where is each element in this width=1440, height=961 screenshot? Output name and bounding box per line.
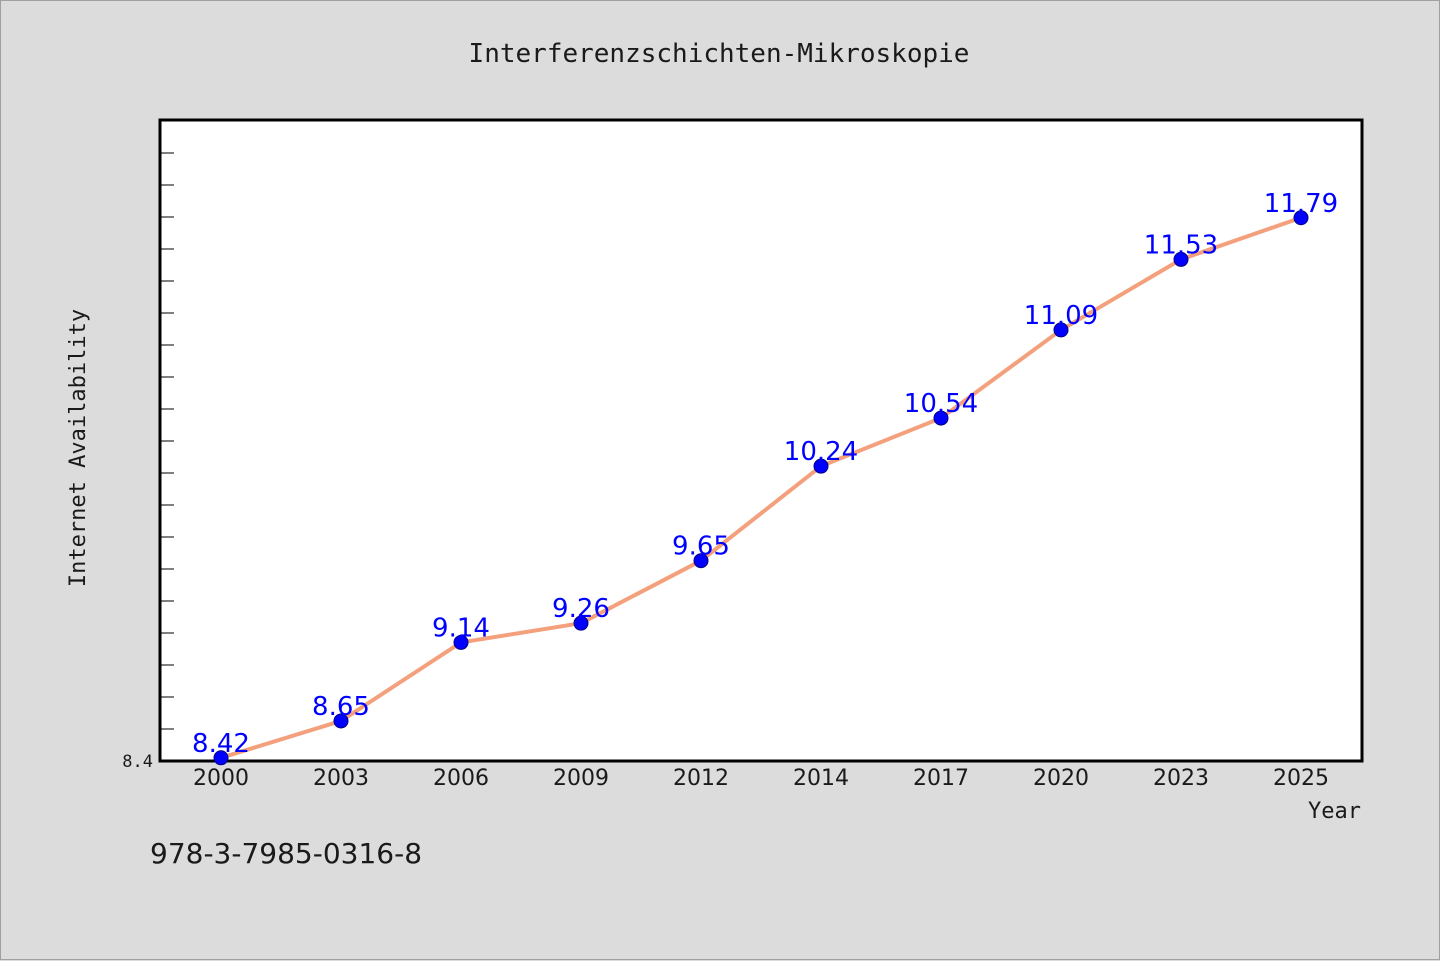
x-tick-label: 2020 bbox=[1033, 766, 1089, 791]
data-point bbox=[933, 410, 949, 426]
plot-area bbox=[160, 120, 1362, 761]
y-minor-ticks bbox=[160, 152, 174, 730]
series-line bbox=[219, 215, 1303, 760]
data-label: 10.24 bbox=[784, 437, 858, 467]
data-point bbox=[213, 750, 229, 766]
x-tick-label: 2025 bbox=[1273, 766, 1329, 791]
data-point bbox=[453, 634, 469, 650]
data-label: 9.26 bbox=[552, 594, 610, 624]
chart-title: Interferenzschichten-Mikroskopie bbox=[469, 39, 970, 69]
y-axis-label: Internet Availability bbox=[66, 309, 91, 587]
data-label: 11.09 bbox=[1024, 301, 1098, 331]
data-point bbox=[693, 553, 709, 569]
x-tick-label: 2012 bbox=[673, 766, 729, 791]
data-point bbox=[813, 458, 829, 474]
x-tick-label: 2006 bbox=[433, 766, 489, 791]
data-label: 11.79 bbox=[1264, 189, 1338, 219]
x-tick-label: 2009 bbox=[553, 766, 609, 791]
data-label: 11.53 bbox=[1144, 230, 1218, 260]
data-label: 9.14 bbox=[432, 613, 490, 643]
data-markers bbox=[213, 210, 1309, 766]
data-label: 8.42 bbox=[192, 729, 250, 759]
x-tick-label: 2000 bbox=[193, 766, 249, 791]
x-tick-label: 2017 bbox=[913, 766, 969, 791]
isbn-text: 978-3-7985-0316-8 bbox=[150, 837, 422, 870]
x-tick-labels: 2000 2003 2006 2009 2012 2014 2017 2020 2023 2025 bbox=[193, 766, 1329, 791]
data-label: 9.65 bbox=[672, 532, 730, 562]
data-label: 8.65 bbox=[312, 692, 370, 722]
data-labels: 8.42 8.65 9.14 9.26 9.65 10.24 10.54 11.09 11.53… bbox=[192, 189, 1338, 759]
data-point bbox=[1053, 322, 1069, 338]
x-tick-label: 2023 bbox=[1153, 766, 1209, 791]
x-axis-label: Year bbox=[1308, 799, 1361, 824]
plot-border bbox=[158, 118, 1364, 763]
y-tick-label: 8.4 bbox=[122, 752, 153, 772]
data-label: 10.54 bbox=[904, 389, 978, 419]
x-tick-label: 2003 bbox=[313, 766, 369, 791]
data-point bbox=[573, 615, 589, 631]
data-point bbox=[1293, 210, 1309, 226]
data-point bbox=[1173, 251, 1189, 267]
data-point bbox=[333, 713, 349, 729]
x-tick-label: 2014 bbox=[793, 766, 849, 791]
